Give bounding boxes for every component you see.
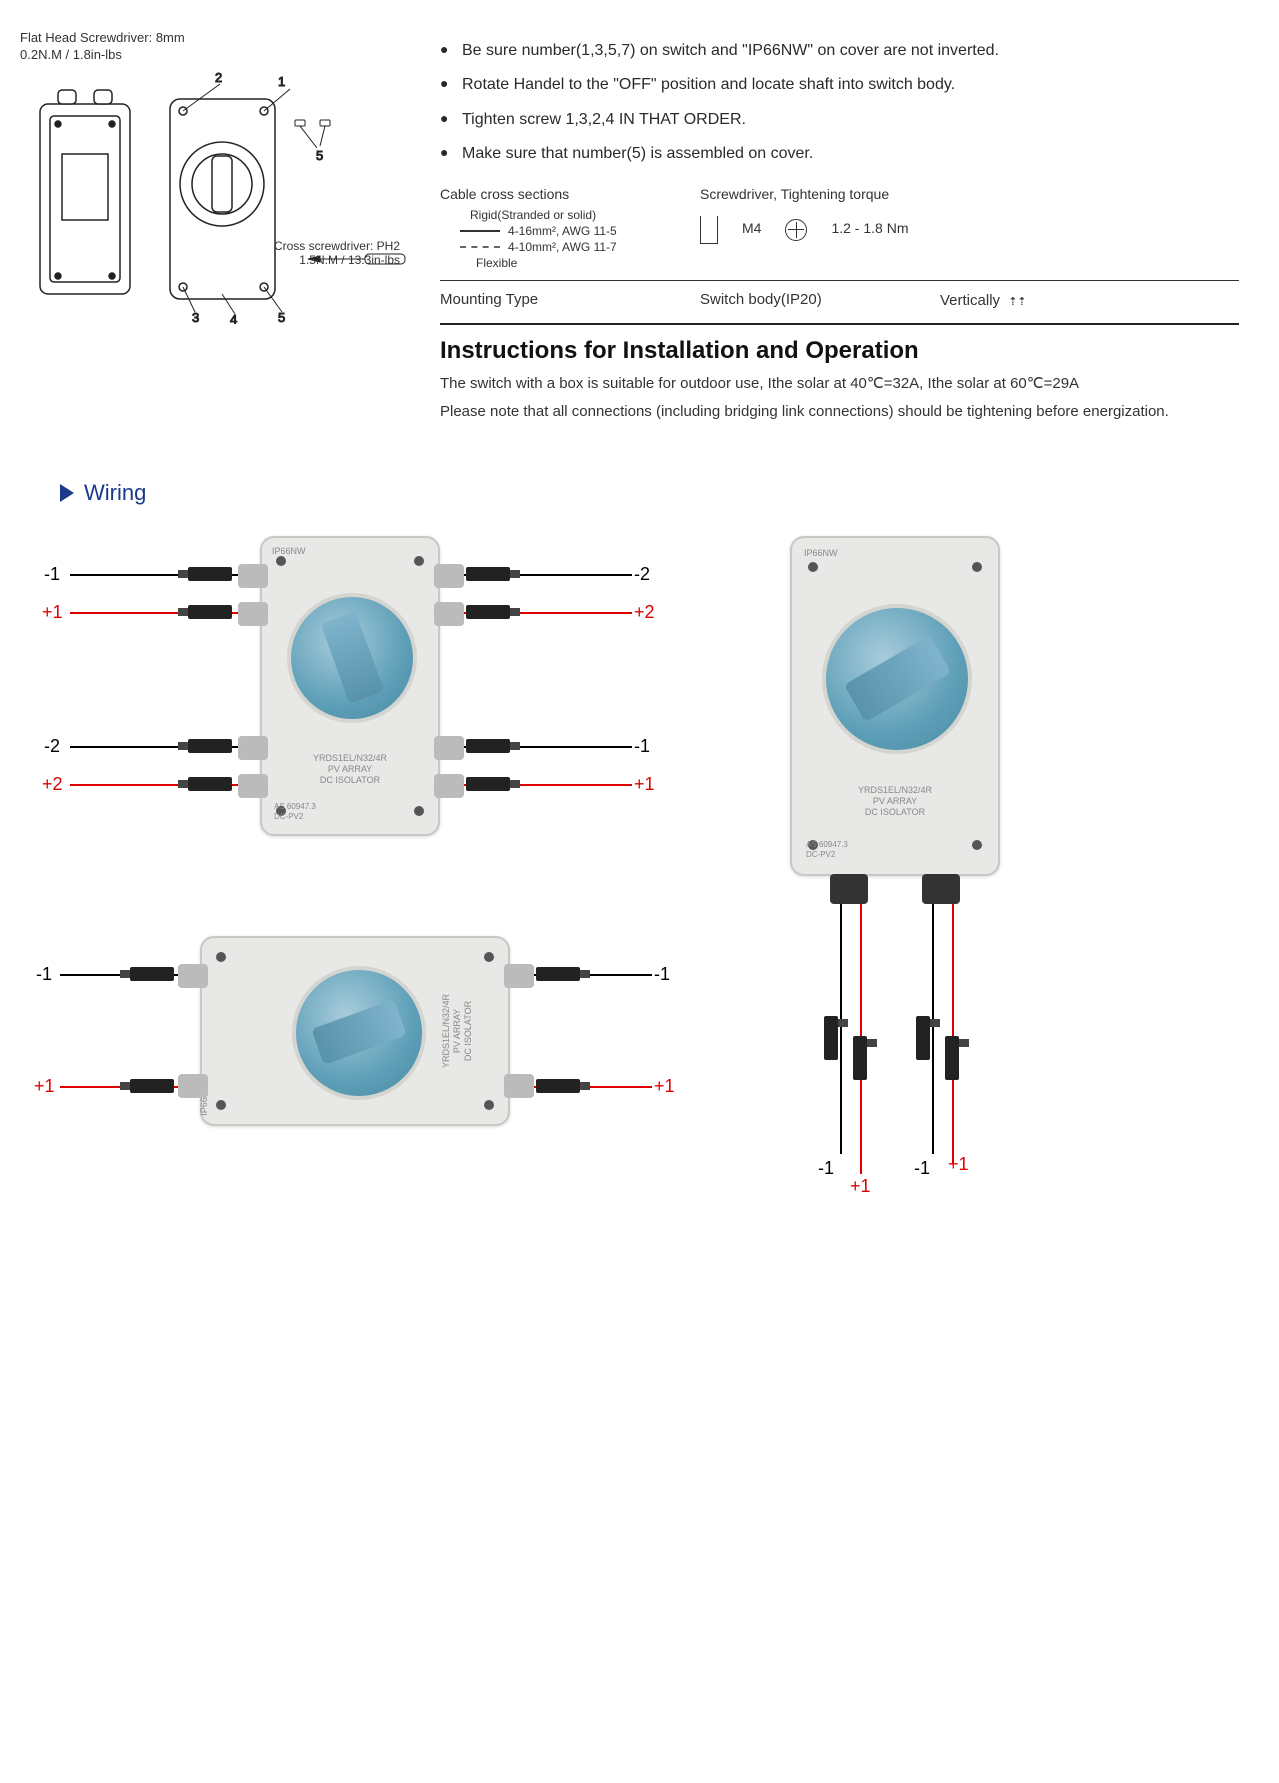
- wiring-diagram-3: IP66NW YRDS1EL/N32/4R PV ARRAY DC ISOLAT…: [700, 536, 1120, 1236]
- exploded-diagram: Flat Head Screwdriver: 8mm 0.2N.M / 1.8i…: [20, 30, 420, 430]
- svg-text:1: 1: [278, 74, 285, 89]
- instruction-bullets: Be sure number(1,3,5,7) on switch and "I…: [440, 40, 1239, 166]
- vertically-label: Vertically ⇡⇡: [940, 291, 1026, 309]
- torque-m-label: M4: [742, 220, 761, 236]
- instructions-heading: Instructions for Installation and Operat…: [440, 337, 1239, 365]
- bolt-icon: [785, 219, 807, 241]
- svg-text:2: 2: [215, 70, 222, 85]
- right-text-column: Be sure number(1,3,5,7) on switch and "I…: [440, 30, 1239, 430]
- svg-text:5: 5: [316, 148, 323, 163]
- divider: [440, 280, 1239, 281]
- svg-text:4: 4: [230, 312, 237, 324]
- svg-text:5: 5: [278, 310, 285, 324]
- wiring-diagram-2: IP66NW YRDS1EL/N32/4R PV ARRAY DC ISOLAT…: [40, 906, 660, 1166]
- wiring-diagram-1: IP66NW YRDS1EL/N32/4R PV ARRAY DC ISOLAT…: [40, 536, 660, 856]
- screwdriver-icon: [700, 216, 718, 244]
- bullet-item: Be sure number(1,3,5,7) on switch and "I…: [440, 40, 1239, 62]
- flat-screwdriver-label: Flat Head Screwdriver: 8mm 0.2N.M / 1.8i…: [20, 30, 420, 64]
- mounting-row: Mounting Type Switch body(IP20) Vertical…: [440, 285, 1239, 325]
- spec-row: Cable cross sections Rigid(Stranded or s…: [440, 186, 1239, 270]
- torque-value: 1.2 - 1.8 Nm: [831, 220, 908, 236]
- bullet-item: Make sure that number(5) is assembled on…: [440, 143, 1239, 165]
- bullet-item: Rotate Handel to the "OFF" position and …: [440, 74, 1239, 96]
- bullet-item: Tighten screw 1,3,2,4 IN THAT ORDER.: [440, 109, 1239, 131]
- wiring-heading: Wiring: [60, 480, 1279, 506]
- cable-cross-sections: Cable cross sections Rigid(Stranded or s…: [440, 186, 660, 270]
- instructions-p2: Please note that all connections (includ…: [440, 401, 1239, 424]
- switch-body-label: Switch body(IP20): [700, 291, 880, 309]
- torque-section: Screwdriver, Tightening torque M4 1.2 - …: [700, 186, 1000, 270]
- mounting-type-label: Mounting Type: [440, 291, 640, 309]
- exploded-svg: 1 2 3 4 5 5: [20, 64, 420, 324]
- triangle-icon: [60, 484, 74, 502]
- svg-text:3: 3: [192, 310, 199, 324]
- instructions-p1: The switch with a box is suitable for ou…: [440, 373, 1239, 396]
